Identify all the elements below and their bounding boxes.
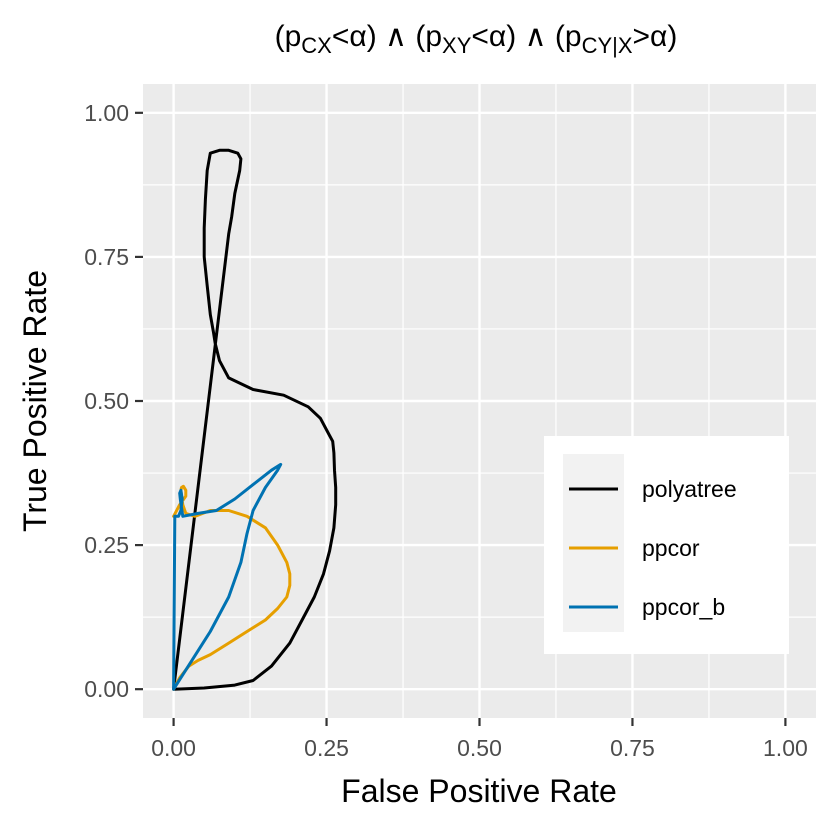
x-tick-label: 1.00 (763, 735, 808, 761)
chart-title: (pCX<α) ∧ (pXY<α) ∧ (pCY|X>α) (275, 20, 678, 58)
grid-major (143, 84, 816, 718)
series-line-polyatree (172, 148, 338, 691)
legend: polyatree ppcor ppcor_b (544, 436, 789, 654)
series-layer (172, 148, 338, 691)
x-tick-label: 0.25 (304, 735, 349, 761)
x-axis-title: False Positive Rate (341, 773, 617, 809)
legend-key-ppcor (563, 513, 624, 573)
legend-key-ppcor-b (563, 572, 624, 632)
x-axis: 0.00 0.25 0.50 0.75 1.00 (151, 718, 808, 761)
x-tick-label: 0.75 (610, 735, 655, 761)
y-tick-label: 0.75 (84, 244, 129, 270)
y-tick-label: 1.00 (84, 100, 129, 126)
y-tick-label: 0.50 (84, 388, 129, 414)
legend-label-ppcor: ppcor (642, 535, 700, 561)
y-axis-title: True Positive Rate (17, 270, 53, 532)
legend-items: polyatree ppcor ppcor_b (563, 454, 737, 632)
legend-key-polyatree (563, 454, 624, 514)
y-tick-label: 0.25 (84, 532, 129, 558)
legend-label-polyatree: polyatree (642, 476, 737, 502)
x-tick-label: 0.00 (151, 735, 196, 761)
y-axis: 0.00 0.25 0.50 0.75 1.00 (84, 100, 143, 702)
legend-label-ppcor-b: ppcor_b (642, 594, 725, 620)
y-tick-label: 0.00 (84, 676, 129, 702)
series-line-ppcor (172, 484, 292, 691)
series-line-ppcor-b (172, 462, 283, 691)
x-tick-label: 0.50 (457, 735, 502, 761)
